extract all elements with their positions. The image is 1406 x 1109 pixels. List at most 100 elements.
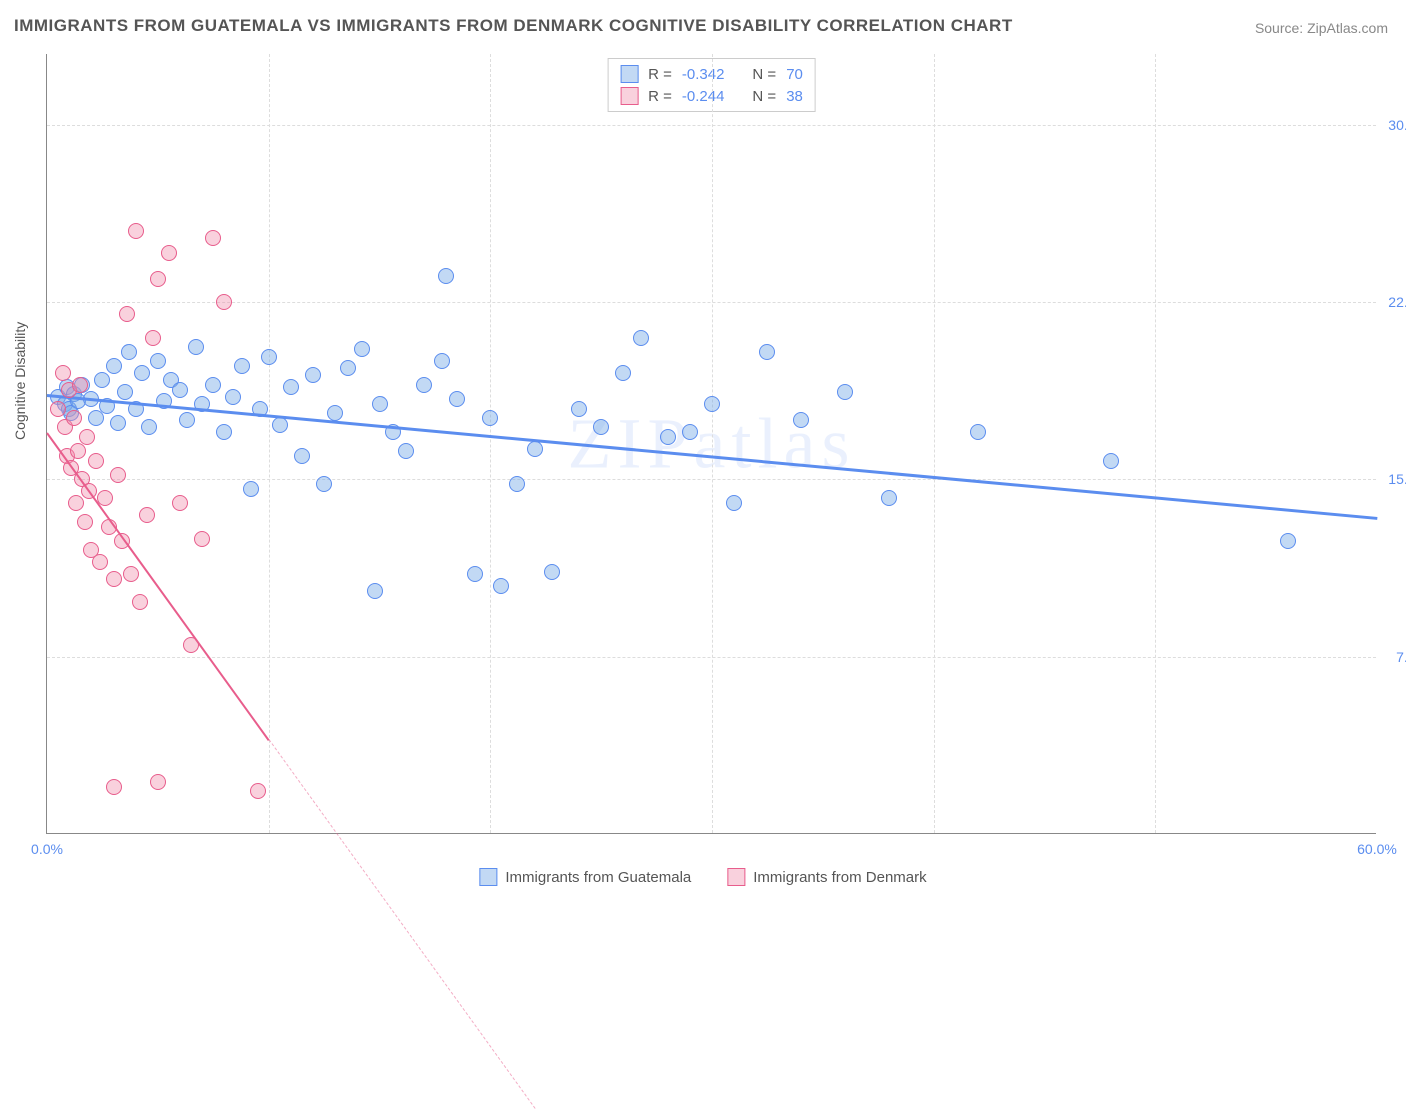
data-point-denmark [79,429,95,445]
n-label: N = [752,88,776,105]
data-point-denmark [150,774,166,790]
data-point-denmark [194,531,210,547]
gridline-v [1155,54,1156,833]
legend-item-denmark: Immigrants from Denmark [727,868,926,886]
data-point-guatemala [179,412,195,428]
data-point-guatemala [172,382,188,398]
gridline-v [712,54,713,833]
data-point-guatemala [660,429,676,445]
y-tick-label: 30.0% [1388,117,1406,133]
gridline-v [269,54,270,833]
r-value: -0.244 [682,88,725,105]
data-point-guatemala [106,358,122,374]
data-point-denmark [128,223,144,239]
data-point-guatemala [340,360,356,376]
data-point-guatemala [434,353,450,369]
data-point-guatemala [482,410,498,426]
data-point-denmark [119,306,135,322]
data-point-guatemala [372,396,388,412]
data-point-denmark [55,365,71,381]
data-point-guatemala [544,564,560,580]
legend-swatch-denmark [727,868,745,886]
data-point-guatemala [117,384,133,400]
swatch-guatemala [620,65,638,83]
data-point-guatemala [837,384,853,400]
data-point-denmark [123,566,139,582]
data-point-guatemala [327,405,343,421]
data-point-guatemala [398,443,414,459]
data-point-guatemala [571,401,587,417]
data-point-denmark [216,294,232,310]
r-value: -0.342 [682,66,725,83]
data-point-guatemala [283,379,299,395]
x-tick-label: 60.0% [1357,841,1397,857]
data-point-denmark [92,554,108,570]
data-point-denmark [70,443,86,459]
data-point-guatemala [793,412,809,428]
data-point-guatemala [294,448,310,464]
data-point-guatemala [509,476,525,492]
data-point-guatemala [188,339,204,355]
data-point-guatemala [305,367,321,383]
data-point-denmark [132,594,148,610]
data-point-guatemala [493,578,509,594]
y-tick-label: 22.5% [1388,294,1406,310]
data-point-guatemala [205,377,221,393]
legend-item-guatemala: Immigrants from Guatemala [479,868,691,886]
data-point-guatemala [970,424,986,440]
data-point-guatemala [150,353,166,369]
data-point-guatemala [225,389,241,405]
data-point-guatemala [316,476,332,492]
data-point-guatemala [416,377,432,393]
data-point-denmark [139,507,155,523]
data-point-guatemala [726,495,742,511]
data-point-denmark [66,410,82,426]
r-label: R = [648,66,672,83]
data-point-guatemala [1103,453,1119,469]
data-point-guatemala [615,365,631,381]
data-point-guatemala [243,481,259,497]
data-point-denmark [88,453,104,469]
legend: Immigrants from Guatemala Immigrants from… [479,868,926,886]
data-point-denmark [250,783,266,799]
y-tick-label: 7.5% [1396,649,1406,665]
legend-label: Immigrants from Denmark [753,869,926,886]
data-point-guatemala [527,441,543,457]
data-point-denmark [145,330,161,346]
data-point-denmark [68,495,84,511]
data-point-guatemala [593,419,609,435]
data-point-guatemala [261,349,277,365]
data-point-guatemala [134,365,150,381]
data-point-denmark [172,495,188,511]
n-value: 70 [786,66,803,83]
y-tick-label: 15.0% [1388,471,1406,487]
data-point-denmark [150,271,166,287]
data-point-denmark [72,377,88,393]
data-point-guatemala [141,419,157,435]
data-point-guatemala [438,268,454,284]
data-point-guatemala [367,583,383,599]
data-point-denmark [205,230,221,246]
data-point-denmark [161,245,177,261]
plot-area: ZIPatlas R =-0.342N =70R =-0.244N =38 7.… [46,54,1376,834]
swatch-denmark [620,87,638,105]
data-point-guatemala [121,344,137,360]
data-point-guatemala [881,490,897,506]
data-point-guatemala [467,566,483,582]
n-label: N = [752,66,776,83]
data-point-guatemala [633,330,649,346]
data-point-guatemala [110,415,126,431]
data-point-guatemala [354,341,370,357]
data-point-guatemala [216,424,232,440]
source-attribution: Source: ZipAtlas.com [1255,20,1388,36]
gridline-v [490,54,491,833]
data-point-guatemala [1280,533,1296,549]
data-point-denmark [50,401,66,417]
data-point-guatemala [94,372,110,388]
data-point-denmark [106,571,122,587]
legend-swatch-guatemala [479,868,497,886]
data-point-guatemala [704,396,720,412]
data-point-guatemala [759,344,775,360]
data-point-denmark [77,514,93,530]
x-tick-label: 0.0% [31,841,63,857]
